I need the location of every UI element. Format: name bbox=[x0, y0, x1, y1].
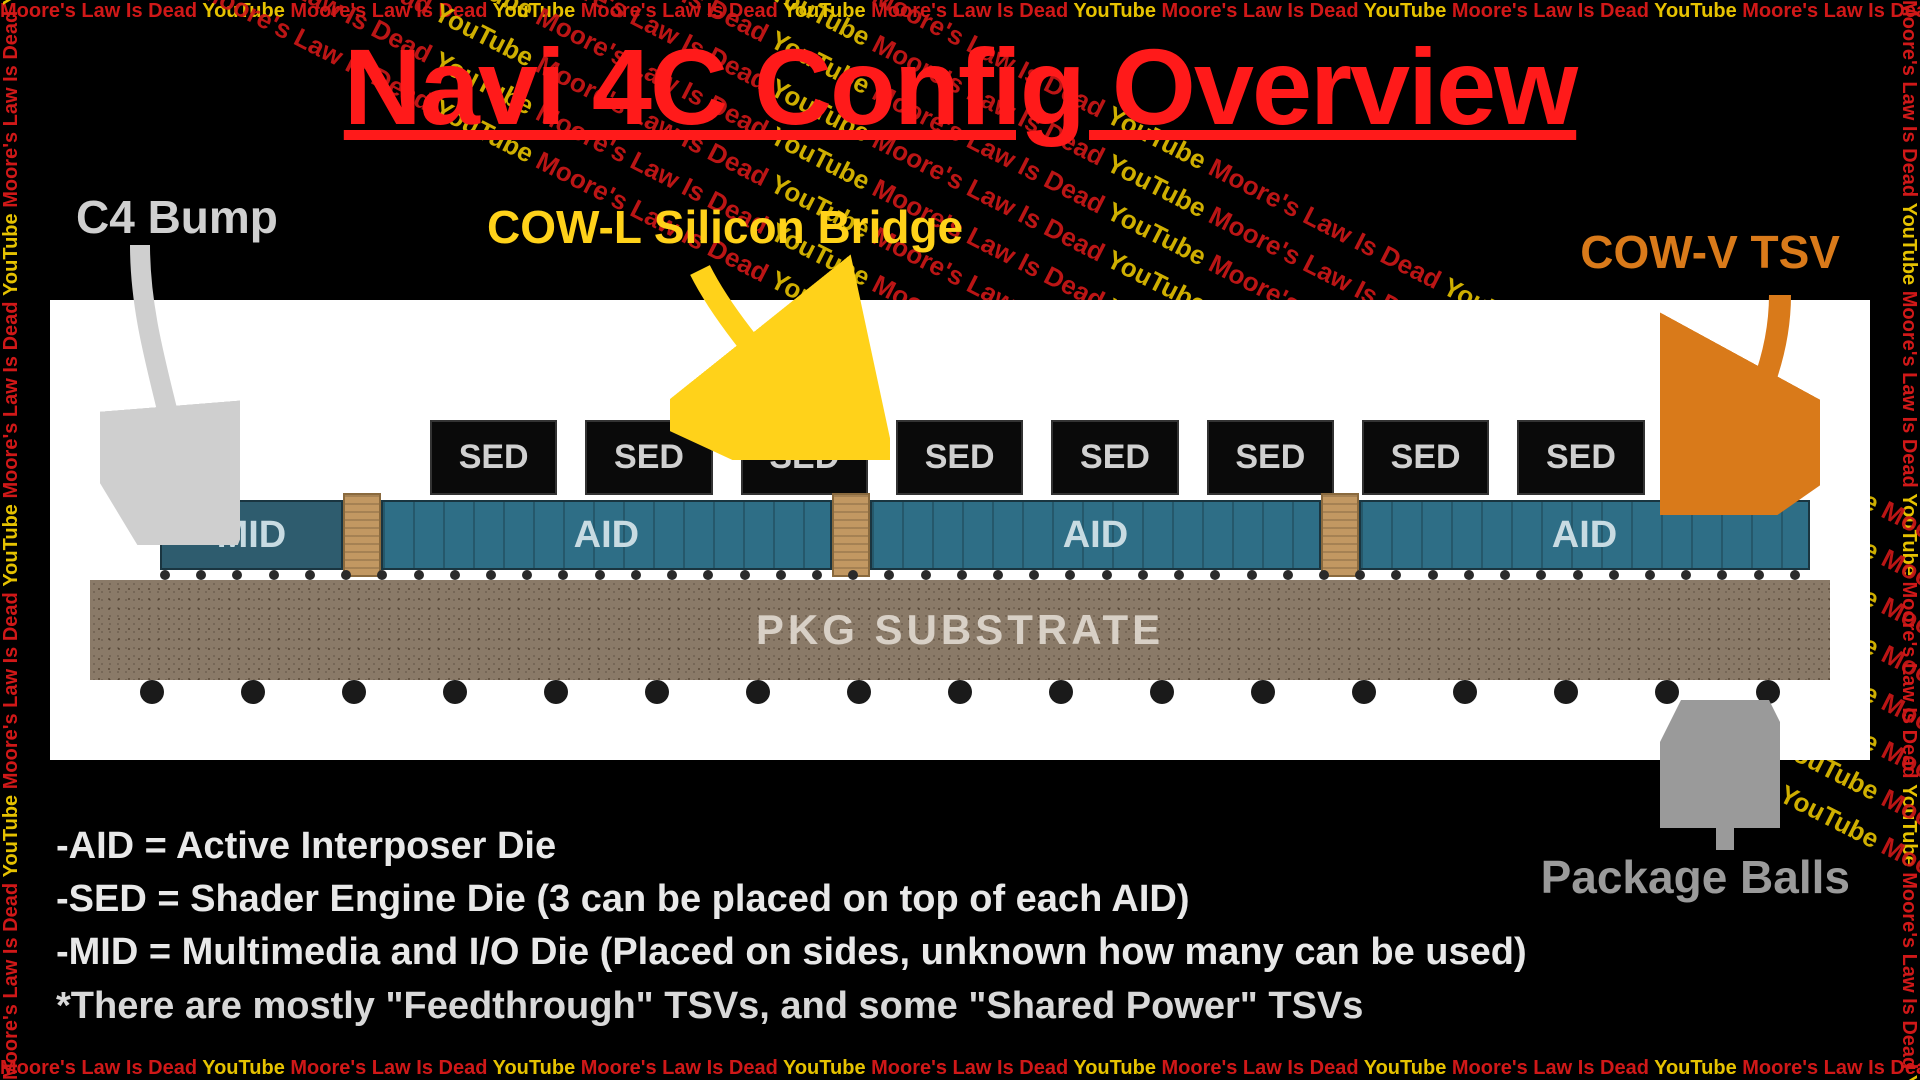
silicon-bridge bbox=[1321, 493, 1359, 577]
mid-die: MID bbox=[160, 500, 343, 570]
watermark-right: Moore's Law Is Dead YouTube Moore's Law … bbox=[1897, 0, 1920, 1080]
sed-die: SED bbox=[896, 420, 1023, 495]
sed-die: SED bbox=[741, 420, 868, 495]
sed-die: SED bbox=[585, 420, 712, 495]
page-title: Navi 4C Config Overview bbox=[0, 24, 1920, 149]
label-cowv-tsv: COW-V TSV bbox=[1580, 225, 1840, 279]
sed-die: SED bbox=[1362, 420, 1489, 495]
legend-line: -MID = Multimedia and I/O Die (Placed on… bbox=[56, 926, 1620, 979]
sed-row: SED SED SED SED SED SED SED SED SED bbox=[430, 420, 1800, 495]
pkg-substrate: PKG SUBSTRATE bbox=[90, 580, 1830, 680]
label-package-balls: Package Balls bbox=[1541, 850, 1850, 904]
sed-die: SED bbox=[1051, 420, 1178, 495]
aid-die-1: AID bbox=[381, 500, 832, 570]
watermark-left: Moore's Law Is Dead YouTube Moore's Law … bbox=[0, 0, 23, 1080]
package-balls bbox=[140, 680, 1780, 708]
aid-die-3: AID bbox=[1359, 500, 1810, 570]
sed-die: SED bbox=[1673, 420, 1800, 495]
sed-die: SED bbox=[430, 420, 557, 495]
diagram-area: SED SED SED SED SED SED SED SED SED MID AID AID … bbox=[50, 300, 1870, 760]
watermark-bottom: Moore's Law Is Dead YouTube Moore's Law … bbox=[0, 1057, 1920, 1080]
legend-line: *There are mostly "Feedthrough" TSVs, an… bbox=[56, 980, 1620, 1033]
silicon-bridge bbox=[832, 493, 870, 577]
legend-line: -SED = Shader Engine Die (3 can be place… bbox=[56, 873, 1620, 926]
label-cowl-bridge: COW-L Silicon Bridge bbox=[487, 200, 963, 254]
pkg-substrate-label: PKG SUBSTRATE bbox=[756, 606, 1164, 654]
legend-line: -AID = Active Interposer Die bbox=[56, 820, 1620, 873]
watermark-top: Moore's Law Is Dead YouTube Moore's Law … bbox=[0, 0, 1920, 23]
interposer-row: MID AID AID AID bbox=[160, 500, 1810, 570]
sed-die: SED bbox=[1517, 420, 1644, 495]
aid-die-2: AID bbox=[870, 500, 1321, 570]
silicon-bridge bbox=[343, 493, 381, 577]
legend: -AID = Active Interposer Die -SED = Shad… bbox=[56, 820, 1620, 1033]
sed-die: SED bbox=[1207, 420, 1334, 495]
label-c4-bump: C4 Bump bbox=[76, 190, 278, 244]
